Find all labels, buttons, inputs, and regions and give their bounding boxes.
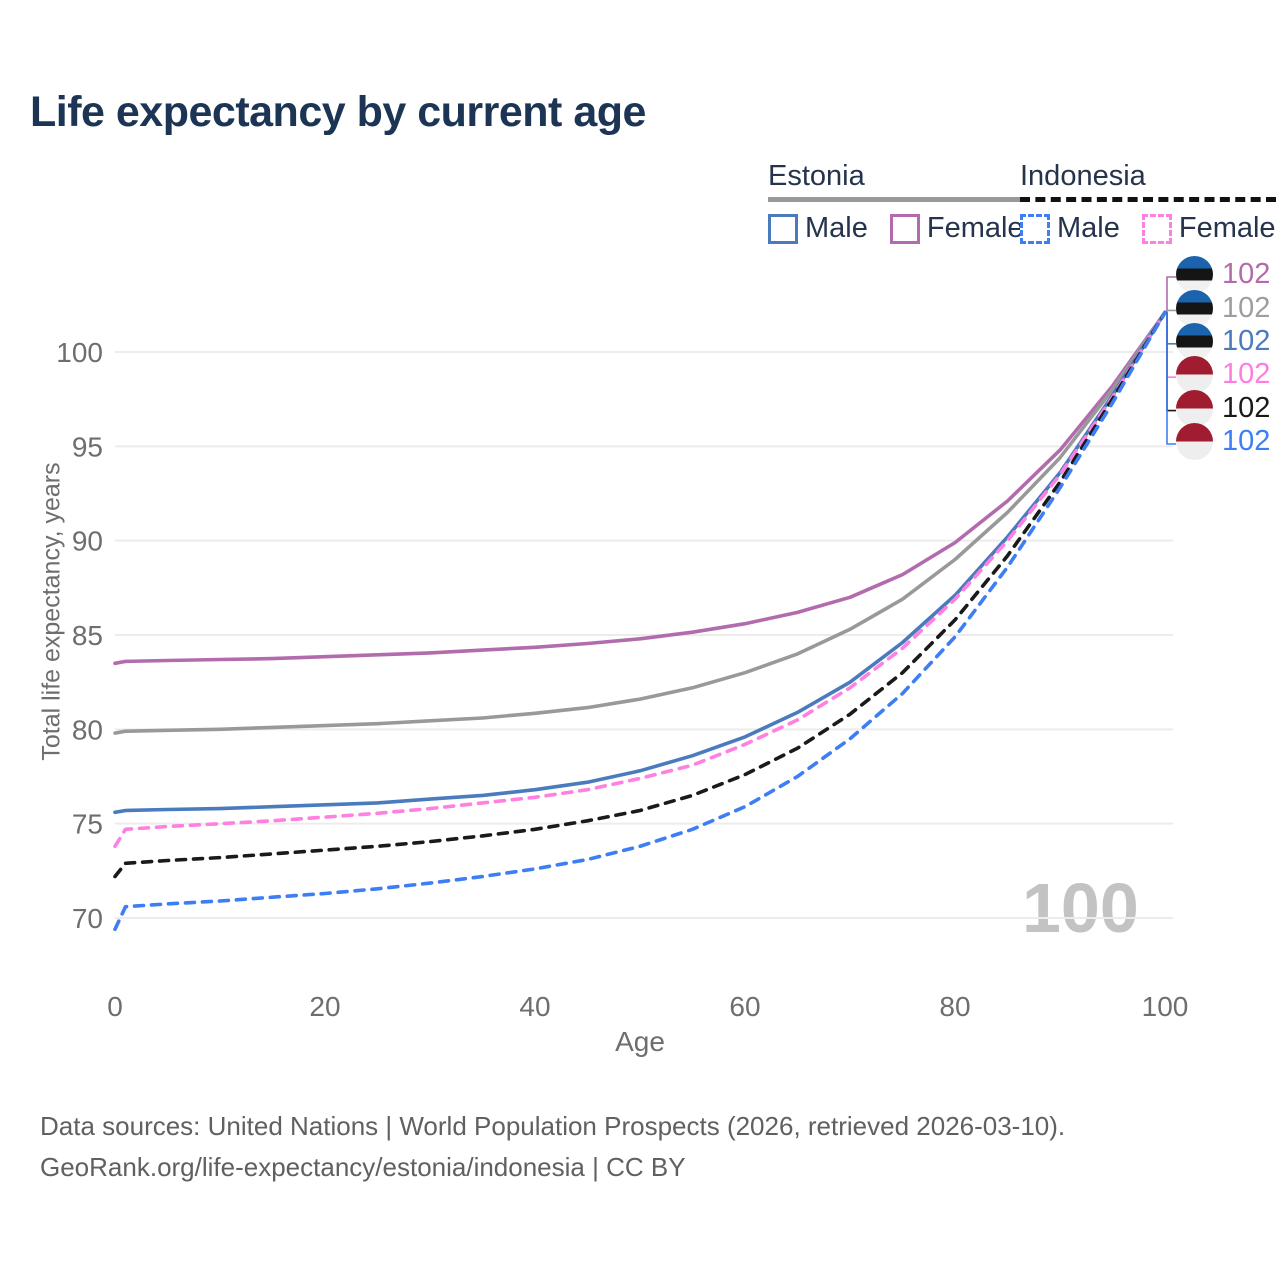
estonia-all-line-swatch xyxy=(768,197,1024,202)
end-value: 102 xyxy=(1222,358,1271,391)
svg-text:40: 40 xyxy=(519,991,550,1022)
legend-item-estonia-female[interactable]: Female xyxy=(889,212,1024,245)
end-label-row: 102 xyxy=(1176,389,1271,427)
end-label-row: 102 xyxy=(1176,322,1271,360)
estonia-male-swatch xyxy=(768,213,798,244)
end-label-row: 102 xyxy=(1176,289,1271,327)
legend-label-indonesia-male: Male xyxy=(1057,212,1120,244)
estonia-female-swatch xyxy=(889,213,920,244)
legend-item-estonia-male[interactable]: Male xyxy=(768,212,868,245)
end-value: 102 xyxy=(1222,391,1271,424)
svg-text:70: 70 xyxy=(72,903,103,934)
end-value: 102 xyxy=(1222,425,1271,458)
legend-group-estonia: Estonia Male Female xyxy=(768,160,1024,245)
y-axis-title: Total life expectancy, years xyxy=(37,462,66,761)
footer-attribution: GeoRank.org/life-expectancy/estonia/indo… xyxy=(40,1152,686,1182)
footer-sources: Data sources: United Nations | World Pop… xyxy=(40,1111,1066,1141)
footer: Data sources: United Nations | World Pop… xyxy=(40,1106,1065,1188)
estonia-flag-icon xyxy=(1176,289,1213,327)
svg-text:20: 20 xyxy=(309,991,340,1022)
svg-text:75: 75 xyxy=(72,809,103,840)
legend-label-estonia-male: Male xyxy=(805,212,868,244)
estonia-flag-icon xyxy=(1176,322,1213,360)
legend-item-indonesia-male[interactable]: Male xyxy=(1020,212,1120,245)
svg-text:80: 80 xyxy=(939,991,970,1022)
end-value: 102 xyxy=(1222,258,1271,291)
end-value-callout: 102 102 102 102 102 102 xyxy=(1176,256,1271,461)
legend-group-indonesia: Indonesia Male Female xyxy=(1020,160,1276,245)
svg-text:85: 85 xyxy=(72,620,103,651)
x-axis-title: Age xyxy=(615,1026,665,1057)
indonesia-flag-icon xyxy=(1176,389,1213,427)
indonesia-female-swatch xyxy=(1141,213,1172,244)
end-value: 102 xyxy=(1222,324,1271,357)
legend-label-indonesia-female: Female xyxy=(1178,212,1276,244)
end-label-row: 102 xyxy=(1176,256,1271,294)
legend-header-estonia[interactable]: Estonia xyxy=(768,160,865,192)
end-label-row: 102 xyxy=(1176,423,1271,461)
indonesia-flag-icon xyxy=(1176,356,1213,394)
svg-text:100: 100 xyxy=(1142,991,1189,1022)
indonesia-flag-icon xyxy=(1176,423,1213,461)
legend-item-indonesia-female[interactable]: Female xyxy=(1141,212,1276,245)
svg-text:100: 100 xyxy=(56,337,103,368)
svg-text:80: 80 xyxy=(72,714,103,745)
legend-header-indonesia[interactable]: Indonesia xyxy=(1020,160,1146,192)
end-value: 102 xyxy=(1222,291,1271,324)
svg-text:90: 90 xyxy=(72,526,103,557)
svg-text:60: 60 xyxy=(729,991,760,1022)
end-label-row: 102 xyxy=(1176,356,1271,394)
svg-text:0: 0 xyxy=(107,991,123,1022)
svg-text:95: 95 xyxy=(72,431,103,462)
page-title: Life expectancy by current age xyxy=(30,88,646,136)
watermark-age-value: 100 xyxy=(1022,869,1139,947)
indonesia-male-swatch xyxy=(1020,213,1050,244)
indonesia-all-line-swatch xyxy=(1020,197,1276,202)
estonia-flag-icon xyxy=(1176,256,1213,294)
legend-label-estonia-female: Female xyxy=(926,212,1024,244)
